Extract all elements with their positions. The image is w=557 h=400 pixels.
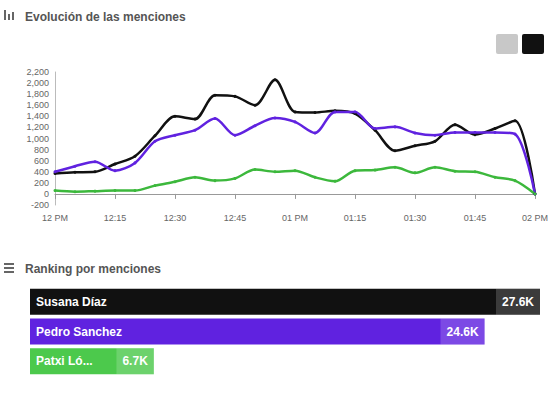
svg-text:02 PM: 02 PM	[522, 213, 548, 223]
svg-text:-200: -200	[31, 200, 49, 210]
svg-text:1,800: 1,800	[26, 89, 49, 99]
svg-text:Ranking por menciones: Ranking por menciones	[25, 262, 161, 276]
svg-text:600: 600	[34, 156, 49, 166]
svg-text:Evolución de las menciones: Evolución de las menciones	[25, 10, 186, 24]
svg-text:24.6K: 24.6K	[447, 325, 479, 339]
svg-text:200: 200	[34, 178, 49, 188]
svg-text:Patxi Ló...: Patxi Ló...	[36, 354, 93, 368]
svg-text:12:45: 12:45	[224, 213, 247, 223]
svg-text:1,200: 1,200	[26, 122, 49, 132]
svg-text:2,000: 2,000	[26, 78, 49, 88]
svg-text:2,200: 2,200	[26, 67, 49, 77]
svg-text:01:45: 01:45	[464, 213, 487, 223]
svg-text:27.6K: 27.6K	[502, 295, 534, 309]
svg-text:12:15: 12:15	[104, 213, 127, 223]
svg-text:1,400: 1,400	[26, 111, 49, 121]
svg-text:Pedro Sanchez: Pedro Sanchez	[36, 325, 122, 339]
svg-text:12:30: 12:30	[164, 213, 187, 223]
svg-text:1,600: 1,600	[26, 100, 49, 110]
svg-text:Susana Díaz: Susana Díaz	[36, 295, 107, 309]
svg-text:800: 800	[34, 145, 49, 155]
svg-text:12 PM: 12 PM	[42, 213, 68, 223]
svg-text:01:15: 01:15	[344, 213, 367, 223]
svg-text:01 PM: 01 PM	[282, 213, 308, 223]
svg-text:01:30: 01:30	[404, 213, 427, 223]
svg-text:400: 400	[34, 167, 49, 177]
svg-text:0: 0	[44, 189, 49, 199]
svg-text:1,000: 1,000	[26, 134, 49, 144]
svg-text:6.7K: 6.7K	[122, 354, 148, 368]
